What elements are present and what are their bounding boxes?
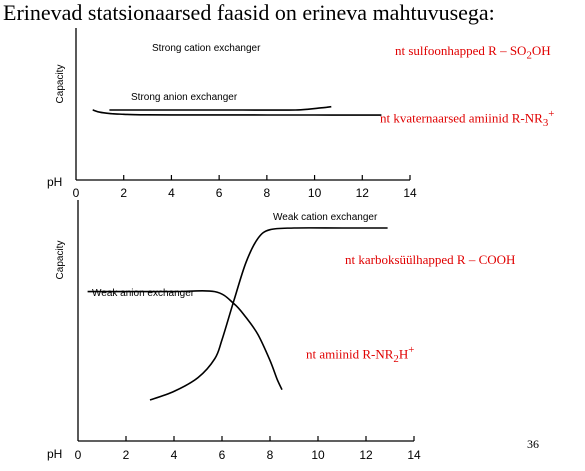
note-carboxylic-acids: nt karboksüülhapped R – COOH	[345, 252, 516, 267]
x-tick-label: 6	[219, 448, 226, 462]
x-axis-label: pH	[47, 175, 62, 189]
series-label-weak-anion-exchanger: Weak anion exchanger	[92, 288, 195, 299]
x-tick-label: 2	[120, 186, 127, 200]
y-axis-label: Capacity	[55, 241, 66, 280]
series-line-strong-anion-exchanger	[109, 105, 332, 111]
x-tick-label: 14	[407, 448, 421, 462]
x-tick-label: 4	[171, 448, 178, 462]
chart-1: 0 2 4 6 8 10 12 14 pH Capacity Strong cation excha…	[47, 28, 417, 200]
chart-2: 0 2 4 6 8 10 12 14 pH Capacity Weak anion exchange…	[47, 200, 421, 462]
x-tick-label: 0	[75, 448, 82, 462]
y-axis-label: Capacity	[55, 65, 66, 104]
x-tick-label: 12	[356, 186, 370, 200]
x-tick-label: 8	[264, 186, 271, 200]
series-line-weak-anion-exchanger	[87, 289, 283, 391]
note-quaternary-amines: nt kvaternaarsed amiinid R-NR3+	[380, 108, 555, 129]
x-tick-label: 8	[267, 448, 274, 462]
x-tick-label: 10	[311, 448, 325, 462]
x-tick-label: 6	[216, 186, 223, 200]
x-tick-label: 2	[123, 448, 130, 462]
note-amines: nt amiinid R-NR2H+	[306, 344, 415, 365]
series-label-strong-cation-exchanger: Strong cation exchanger	[152, 43, 261, 54]
slide-title: Erinevad statsionaarsed faasid on erinev…	[3, 0, 495, 25]
x-tick-label: 0	[73, 186, 80, 200]
x-tick-label: 4	[168, 186, 175, 200]
series-line-weak-cation-exchanger	[149, 227, 388, 401]
x-tick-label: 14	[403, 186, 417, 200]
x-tick-label: 12	[359, 448, 373, 462]
page-number: 36	[527, 437, 539, 451]
note-sulfonic-acids: nt sulfoonhapped R – SO2OH	[395, 43, 551, 62]
x-axis-label: pH	[47, 447, 62, 461]
x-tick-label: 10	[308, 186, 322, 200]
series-label-weak-cation-exchanger: Weak cation exchanger	[273, 212, 378, 223]
series-label-strong-anion-exchanger: Strong anion exchanger	[131, 92, 238, 103]
series-line-strong-cation-exchanger	[92, 109, 382, 116]
